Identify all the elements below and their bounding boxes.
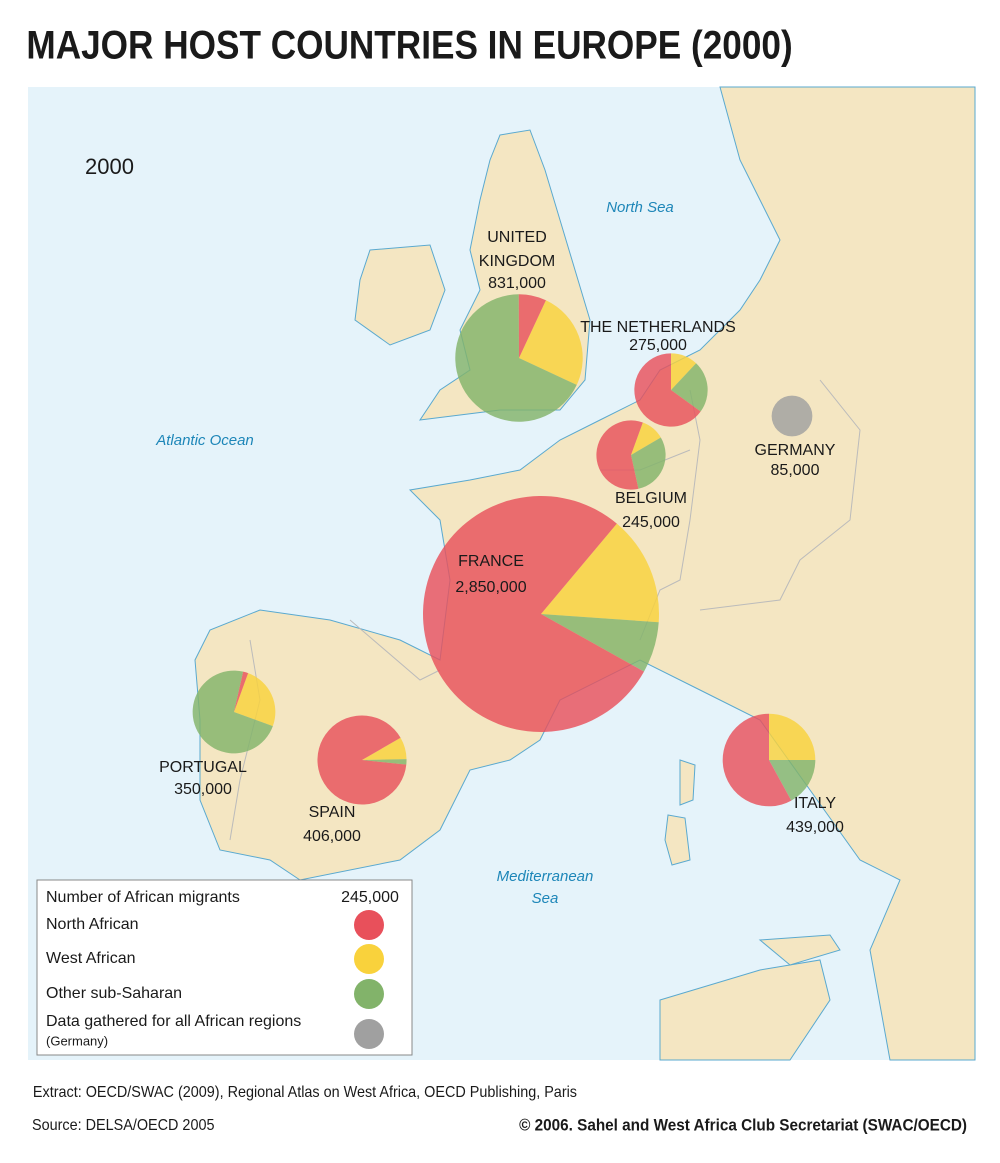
sea-label: Atlantic Ocean [155, 432, 254, 449]
legend-swatch [354, 910, 384, 940]
country-total: 245,000 [622, 514, 680, 531]
pie-slice [192, 670, 273, 754]
copyright: © 2006. Sahel and West Africa Club Secre… [519, 1116, 967, 1135]
country-total: 2,850,000 [455, 579, 526, 596]
country-total: 439,000 [786, 819, 844, 836]
sea-label: Sea [532, 890, 559, 907]
pie-slice [671, 353, 697, 390]
pie-slice [631, 422, 661, 455]
legend-swatch [354, 1019, 384, 1049]
legend-label: Data gathered for all African regions [46, 1013, 301, 1030]
pie-slice [631, 437, 666, 489]
legend-label: West African [46, 950, 136, 967]
pie-slice [518, 294, 546, 358]
country-total: 85,000 [771, 462, 820, 479]
country-name: BELGIUM [615, 490, 687, 507]
title: MAJOR HOST COUNTRIES IN EUROPE (2000) [26, 22, 792, 67]
country-name: GERMANY [755, 442, 836, 459]
legend-note: (Germany) [46, 1033, 108, 1048]
pie-slice [596, 420, 643, 490]
pie-slice [634, 353, 701, 427]
pie-slice [234, 673, 276, 727]
sea-label: North Sea [606, 199, 674, 216]
country-name: PORTUGAL [159, 759, 247, 776]
legend-swatch [354, 979, 384, 1009]
legend-reference: 245,000 [341, 889, 399, 906]
pie-slice [362, 759, 407, 765]
pie-slice [519, 300, 583, 385]
pie-slice [455, 294, 577, 422]
legend-label: Other sub-Saharan [46, 985, 182, 1002]
country-name: SPAIN [309, 804, 356, 821]
pie-slice [234, 671, 249, 712]
pie-slice [362, 737, 407, 760]
pie-slice [671, 363, 708, 412]
country-total: 831,000 [488, 275, 546, 292]
pie-slice [769, 713, 816, 760]
legend-box [36, 879, 413, 1056]
year-label: 2000 [85, 154, 134, 179]
pie-circle [771, 395, 813, 437]
overlay: North Sea Atlantic Ocean Mediterranean Sea U… [155, 199, 844, 907]
sea-label: Mediterranean [497, 868, 594, 885]
country-total: 275,000 [629, 337, 687, 354]
pie-slice [541, 523, 659, 623]
country-name: FRANCE [458, 553, 524, 570]
legend-title: Number of African migrants [46, 889, 240, 906]
pie-slice [541, 614, 659, 672]
pie-slice [317, 715, 407, 805]
legend-label: North African [46, 916, 138, 933]
pie-slice [769, 760, 816, 801]
pie-slice [722, 713, 792, 807]
extract: Extract: OECD/SWAC (2009), Regional Atla… [33, 1084, 577, 1102]
country-name: UNITED [487, 229, 547, 246]
country-name: ITALY [794, 795, 836, 812]
country-total: 406,000 [303, 828, 361, 845]
country-name: THE NETHERLANDS [580, 319, 736, 336]
country-total: 350,000 [174, 781, 232, 798]
country-name: KINGDOM [479, 253, 555, 270]
source: Source: DELSA/OECD 2005 [32, 1117, 214, 1135]
legend-swatch [354, 944, 384, 974]
pie-slice [423, 496, 645, 732]
